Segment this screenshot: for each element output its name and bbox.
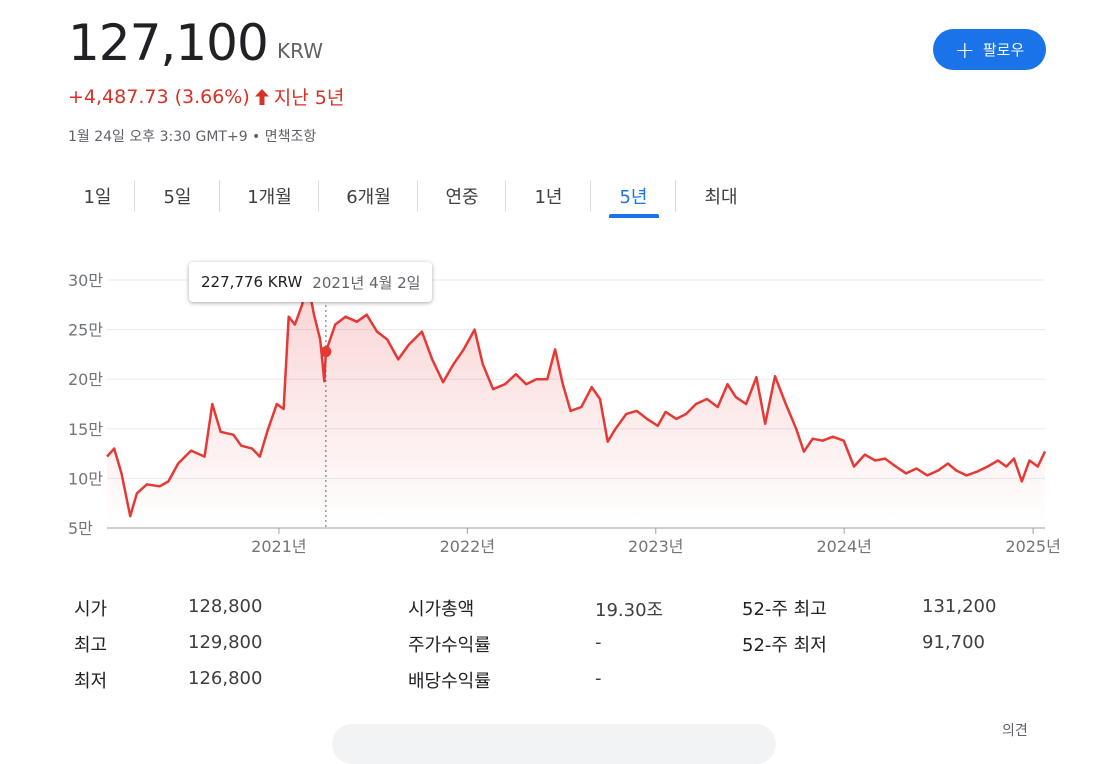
stat-value-pe-ratio: - — [595, 632, 602, 653]
currency-label: KRW — [277, 39, 323, 63]
follow-button-label: 팔로우 — [982, 41, 1025, 59]
stat-label-52w-low: 52-주 최저 — [742, 635, 827, 656]
stat-label-low: 최저 — [74, 671, 108, 692]
follow-button[interactable]: + 팔로우 — [933, 29, 1046, 70]
stat-value-dividend-yield: - — [595, 668, 602, 689]
stat-label-open: 시가 — [74, 599, 108, 620]
x-tick-label: 2021년 — [251, 537, 306, 556]
tooltip-value: 227,776 KRW — [201, 273, 303, 291]
arrow-up-icon — [254, 88, 269, 105]
tab-label: 1개월 — [247, 187, 292, 208]
stat-value-high: 129,800 — [188, 632, 263, 653]
stock-price: 127,100 — [68, 14, 269, 72]
tab-label: 5일 — [163, 187, 192, 208]
tab-1d[interactable]: 1일 — [60, 176, 135, 216]
y-tick-label: 25만 — [68, 321, 103, 340]
tooltip-date: 2021년 4월 2일 — [312, 273, 421, 292]
stat-value-low: 126,800 — [188, 668, 263, 689]
x-tick-label: 2022년 — [440, 537, 495, 556]
feedback-link[interactable]: 의견 — [1002, 723, 1028, 739]
price-change: +4,487.73 (3.66%) 지난 5년 — [68, 83, 344, 110]
stat-label-52w-high: 52-주 최고 — [742, 599, 827, 620]
tab-5d[interactable]: 5일 — [135, 176, 220, 216]
tab-1y[interactable]: 1년 — [506, 176, 591, 216]
y-tick-label: 30만 — [68, 271, 103, 290]
tab-label: 최대 — [704, 187, 738, 208]
tab-label: 5년 — [619, 187, 648, 208]
stat-label-market-cap: 시가총액 — [408, 599, 475, 620]
change-value: +4,487.73 (3.66%) — [68, 85, 250, 108]
stat-value-open: 128,800 — [188, 596, 263, 617]
plus-icon: + — [954, 35, 975, 64]
price-chart[interactable]: 5만 10만 15만 20만 25만 30만 2021년 2022년 2023년 2024년 202… — [0, 245, 1109, 570]
y-tick-label: 10만 — [68, 469, 103, 488]
y-tick-label: 5만 — [68, 519, 93, 538]
series-line — [106, 278, 1047, 518]
series-area — [107, 280, 1045, 528]
tab-ytd[interactable]: 연중 — [418, 176, 506, 216]
stat-label-high: 최고 — [74, 635, 108, 656]
stat-value-52w-high: 131,200 — [922, 596, 997, 617]
stat-value-market-cap: 19.30조 — [595, 600, 664, 621]
x-tick-label: 2023년 — [628, 537, 683, 556]
y-tick-label: 20만 — [68, 370, 103, 389]
stat-label-pe-ratio: 주가수익률 — [408, 635, 491, 656]
tab-max[interactable]: 최대 — [676, 176, 766, 216]
bottom-search-pill[interactable] — [332, 724, 776, 764]
stat-value-52w-low: 91,700 — [922, 632, 985, 653]
quote-timestamp: 1월 24일 오후 3:30 GMT+9 • 면책조항 — [68, 129, 317, 145]
highlight-point — [320, 346, 332, 358]
x-tick-label: 2025년 — [1005, 537, 1060, 556]
range-tabs: 1일 5일 1개월 6개월 연중 1년 5년 최대 — [60, 176, 766, 218]
tab-label: 연중 — [445, 187, 479, 208]
tab-label: 6개월 — [346, 187, 391, 208]
x-tick-label: 2024년 — [816, 537, 871, 556]
y-tick-label: 15만 — [68, 420, 103, 439]
tab-5y[interactable]: 5년 — [591, 176, 676, 216]
stat-label-dividend-yield: 배당수익률 — [408, 671, 491, 692]
tab-1m[interactable]: 1개월 — [220, 176, 319, 216]
change-period: 지난 5년 — [273, 87, 345, 109]
tab-label: 1년 — [534, 187, 563, 208]
tab-6m[interactable]: 6개월 — [319, 176, 418, 216]
tab-label: 1일 — [83, 187, 112, 208]
chart-tooltip: 227,776 KRW 2021년 4월 2일 — [189, 262, 433, 302]
